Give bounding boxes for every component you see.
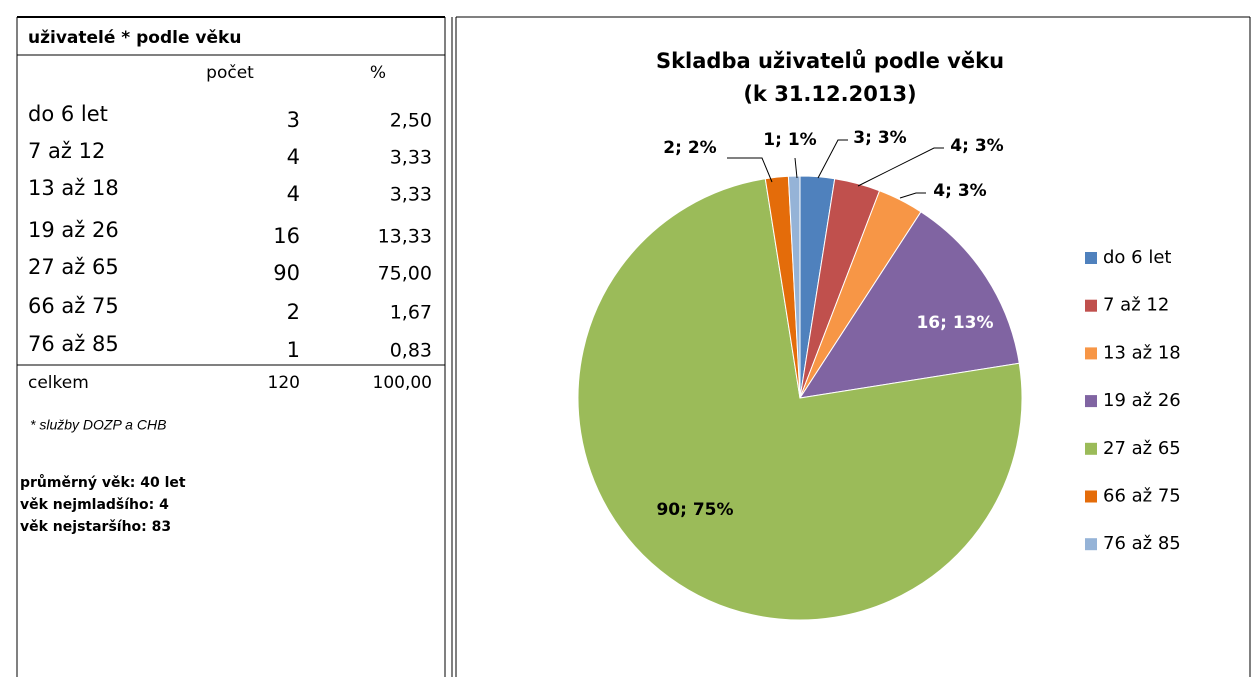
row-label: 76 až 85 xyxy=(28,332,119,356)
legend-label: 13 až 18 xyxy=(1103,342,1181,363)
legend-label: do 6 let xyxy=(1103,247,1171,268)
data-label: 16; 13% xyxy=(916,313,993,333)
legend-label: 66 až 75 xyxy=(1103,486,1181,507)
row-percent: 1,67 xyxy=(390,302,432,324)
stat: věk nejmladšího: 4 xyxy=(20,497,169,513)
pie-slice xyxy=(577,178,1023,621)
chart-title: (k 31.12.2013) xyxy=(743,82,916,106)
total-count: 120 xyxy=(268,373,300,393)
row-percent: 0,83 xyxy=(390,340,432,362)
data-label: 2; 2% xyxy=(663,138,716,158)
legend-swatch xyxy=(1085,252,1097,264)
table-panel: uživatelé * podle věku počet % do 6 let 3… xyxy=(16,16,1251,677)
row-percent: 3,33 xyxy=(390,147,432,169)
data-labels: 3; 3% 4; 3% 4; 3% 16; 13% 90; 75% 2; 2% 1; 1% xyxy=(656,128,1003,520)
leader-line xyxy=(899,192,926,199)
pie-slice xyxy=(787,175,801,399)
data-label: 90; 75% xyxy=(656,500,733,520)
legend-swatch xyxy=(1085,299,1097,312)
row-count: 4 xyxy=(287,182,300,206)
row-count: 2 xyxy=(287,300,300,324)
legend-label: 7 až 12 xyxy=(1103,295,1169,316)
legend: do 6 let 7 až 12 13 až 18 19 až 26 27 až 65 6… xyxy=(1085,247,1181,554)
row-label: 27 až 65 xyxy=(28,255,119,279)
pie xyxy=(577,175,1023,621)
row-label: 66 až 75 xyxy=(28,294,119,318)
header: počet xyxy=(206,63,254,83)
row-percent: 13,33 xyxy=(378,226,432,248)
header: % xyxy=(370,63,386,83)
row-count: 16 xyxy=(273,224,300,248)
legend-swatch xyxy=(1085,490,1097,503)
total-label: celkem xyxy=(28,373,89,393)
row-count: 3 xyxy=(287,108,300,132)
leader-line xyxy=(727,157,773,183)
legend-swatch xyxy=(1085,395,1097,408)
chart-title: Skladba uživatelů podle věku xyxy=(656,49,1004,73)
row-label: 13 až 18 xyxy=(28,176,119,200)
legend-swatch xyxy=(1085,347,1097,360)
note: * služby DOZP a CHB xyxy=(30,417,166,433)
data-label: 4; 3% xyxy=(933,181,986,201)
legend-swatch xyxy=(1085,538,1097,551)
row-percent: 2,50 xyxy=(390,110,432,132)
leader-line xyxy=(817,139,848,179)
legend-label: 19 až 26 xyxy=(1103,390,1181,411)
total-percent: 100,00 xyxy=(373,373,432,393)
table-title: uživatelé * podle věku xyxy=(28,28,241,48)
data-label: 1; 1% xyxy=(763,130,816,150)
chart: Skladba uživatelů podle věku (k 31.12.20… xyxy=(577,49,1181,621)
row-percent: 3,33 xyxy=(390,184,432,206)
row-percent: 75,00 xyxy=(378,263,432,285)
stat: průměrný věk: 40 let xyxy=(20,474,186,491)
leader-line xyxy=(794,157,798,179)
stat: věk nejstaršího: 83 xyxy=(20,519,171,535)
legend-label: 27 až 65 xyxy=(1103,438,1181,459)
row-count: 90 xyxy=(273,261,300,285)
row-count: 4 xyxy=(287,145,300,169)
data-label: 4; 3% xyxy=(950,136,1003,156)
data-label: 3; 3% xyxy=(853,128,906,148)
pie-slice xyxy=(798,211,1020,399)
row-label: 19 až 26 xyxy=(28,218,119,242)
row-label: 7 až 12 xyxy=(28,139,105,163)
row-label: do 6 let xyxy=(28,102,108,126)
leader-line xyxy=(857,147,944,187)
row-count: 1 xyxy=(287,338,300,362)
legend-swatch xyxy=(1085,442,1097,455)
legend-label: 76 až 85 xyxy=(1103,533,1181,554)
